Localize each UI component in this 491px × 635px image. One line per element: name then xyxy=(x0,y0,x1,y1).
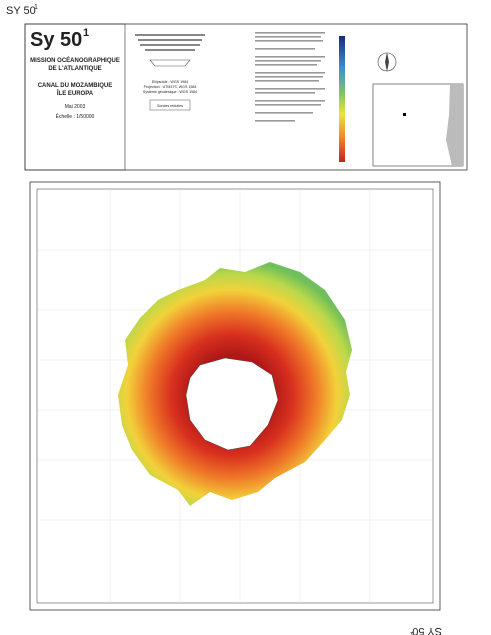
map-frame-outer xyxy=(29,181,441,611)
soundings-note: Sondes réduites xyxy=(157,104,183,108)
geodesy-line: Ellipsoïde : WGS 1984 xyxy=(152,80,188,84)
inset-land xyxy=(446,84,463,166)
notes-text xyxy=(255,32,325,122)
depth-color-scale xyxy=(339,36,345,162)
note-box xyxy=(149,99,191,111)
geodesy-line: Système géodésique : WGS 1984 xyxy=(143,90,197,94)
date: Mai 2003 xyxy=(65,104,86,110)
title-box xyxy=(24,23,126,171)
map-frame-inner xyxy=(36,188,434,604)
scale: Échelle : 1/50000 xyxy=(56,113,95,120)
inset-location xyxy=(403,113,406,116)
area-line: CANAL DU MOZAMBIQUE xyxy=(38,83,113,89)
sheet-code-sup: 1 xyxy=(34,4,38,11)
title-line: MISSION OCÉANOGRAPHIQUE xyxy=(30,56,120,64)
compass-needle xyxy=(385,52,389,72)
ship-icon xyxy=(149,59,191,67)
sheet-title: Sy 50 xyxy=(30,29,82,51)
sheet-code: SY 50 xyxy=(6,5,36,17)
footer-code: SY 50 xyxy=(412,625,442,635)
footer-code-sup: 1 xyxy=(410,630,414,635)
geodesy-line: Projection : UTM37S, WGS 1984 xyxy=(144,85,197,89)
credits-text xyxy=(135,34,205,51)
area-line: ÎLE EUROPA xyxy=(56,89,94,97)
title-line: DE L'ATLANTIQUE xyxy=(48,66,101,72)
island xyxy=(185,357,279,451)
sheet-title-sup: 1 xyxy=(83,27,89,39)
